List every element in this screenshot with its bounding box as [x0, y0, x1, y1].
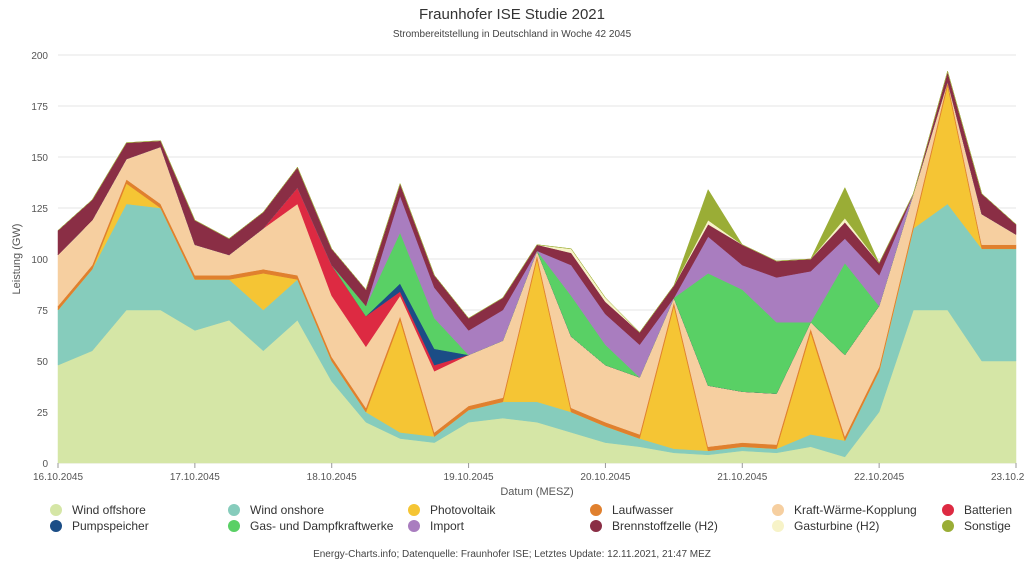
legend-item-gasturbine-h2[interactable]: Gasturbine (H2) — [772, 519, 879, 533]
legend-item-brennstoffzelle-h2[interactable]: Brennstoffzelle (H2) — [590, 519, 718, 533]
legend-item-gas-und-dampfkraftwerke[interactable]: Gas- und Dampfkraftwerke — [228, 519, 393, 533]
legend-label: Brennstoffzelle (H2) — [612, 519, 718, 533]
x-tick-label: 21.10.2045 — [717, 472, 767, 483]
y-tick-label: 25 — [37, 408, 49, 419]
legend-swatch — [942, 520, 954, 532]
y-tick-label: 75 — [37, 306, 49, 317]
legend-swatch — [228, 504, 240, 516]
legend-label: Sonstige — [964, 519, 1011, 533]
chart-subtitle: Strombereitstellung in Deutschland in Wo… — [392, 29, 632, 40]
legend-swatch — [228, 520, 240, 532]
legend-item-wind-onshore[interactable]: Wind onshore — [228, 503, 324, 517]
legend-label: Laufwasser — [612, 503, 674, 517]
chart-title: Fraunhofer ISE Studie 2021 — [419, 6, 605, 23]
legend-swatch — [408, 520, 420, 532]
legend-item-photovoltaik[interactable]: Photovoltaik — [408, 503, 495, 517]
legend-label: Pumpspeicher — [72, 519, 149, 533]
y-tick-label: 0 — [42, 459, 48, 470]
legend-label: Gas- und Dampfkraftwerke — [250, 519, 394, 533]
y-tick-label: 50 — [37, 357, 49, 368]
x-tick-label: 23.10.2045 — [991, 472, 1024, 483]
legend-item-pumpspeicher[interactable]: Pumpspeicher — [50, 519, 149, 533]
y-tick-label: 150 — [31, 153, 48, 164]
x-tick-label: 22.10.2045 — [854, 472, 904, 483]
stacked-areas — [57, 70, 1017, 464]
legend-swatch — [590, 520, 602, 532]
legend-label: Wind offshore — [72, 503, 146, 517]
y-tick-label: 125 — [31, 204, 48, 215]
legend-label: Kraft-Wärme-Kopplung — [794, 503, 917, 517]
x-tick-label: 16.10.2045 — [33, 472, 83, 483]
chart-canvas: 0 25 50 75 100 125 150 175 200 16.10.2045 17.10.2… — [11, 51, 1024, 498]
chart-footer-source: Energy-Charts.info; Datenquelle: Fraunho… — [313, 549, 711, 560]
legend-swatch — [408, 504, 420, 516]
legend-swatch — [50, 520, 62, 532]
x-tick-label: 20.10.2045 — [580, 472, 630, 483]
legend-label: Wind onshore — [250, 503, 325, 517]
legend-label: Batterien — [964, 503, 1013, 517]
legend-item-laufwasser[interactable]: Laufwasser — [590, 503, 673, 517]
x-axis-ticks: 16.10.2045 17.10.2045 18.10.2045 19.10.2045… — [33, 463, 1024, 483]
legend-swatch — [772, 520, 784, 532]
y-tick-label: 200 — [31, 51, 48, 62]
y-tick-label: 100 — [31, 255, 48, 266]
y-axis-ticks: 0 25 50 75 100 125 150 175 200 — [31, 51, 48, 470]
x-tick-label: 17.10.2045 — [170, 472, 220, 483]
legend-swatch — [50, 504, 62, 516]
legend-label: Import — [430, 519, 465, 533]
x-tick-label: 18.10.2045 — [307, 472, 357, 483]
legend-swatch — [772, 504, 784, 516]
y-axis-label: Leistung (GW) — [11, 224, 23, 295]
x-axis-label: Datum (MESZ) — [500, 486, 573, 498]
legend-item-batterien[interactable]: Batterien — [942, 503, 1012, 517]
legend-label: Gasturbine (H2) — [794, 519, 880, 533]
legend-item-sonstige[interactable]: Sonstige — [942, 519, 1011, 533]
legend-swatch — [942, 504, 954, 516]
legend-item-kraft-waerme-kopplung[interactable]: Kraft-Wärme-Kopplung — [772, 503, 917, 517]
area-sonstige — [57, 70, 1017, 333]
x-tick-label: 19.10.2045 — [444, 472, 494, 483]
legend-label: Photovoltaik — [430, 503, 496, 517]
legend-item-wind-offshore[interactable]: Wind offshore — [50, 503, 146, 517]
y-tick-label: 175 — [31, 102, 48, 113]
legend-item-import[interactable]: Import — [408, 519, 464, 533]
legend-swatch — [590, 504, 602, 516]
